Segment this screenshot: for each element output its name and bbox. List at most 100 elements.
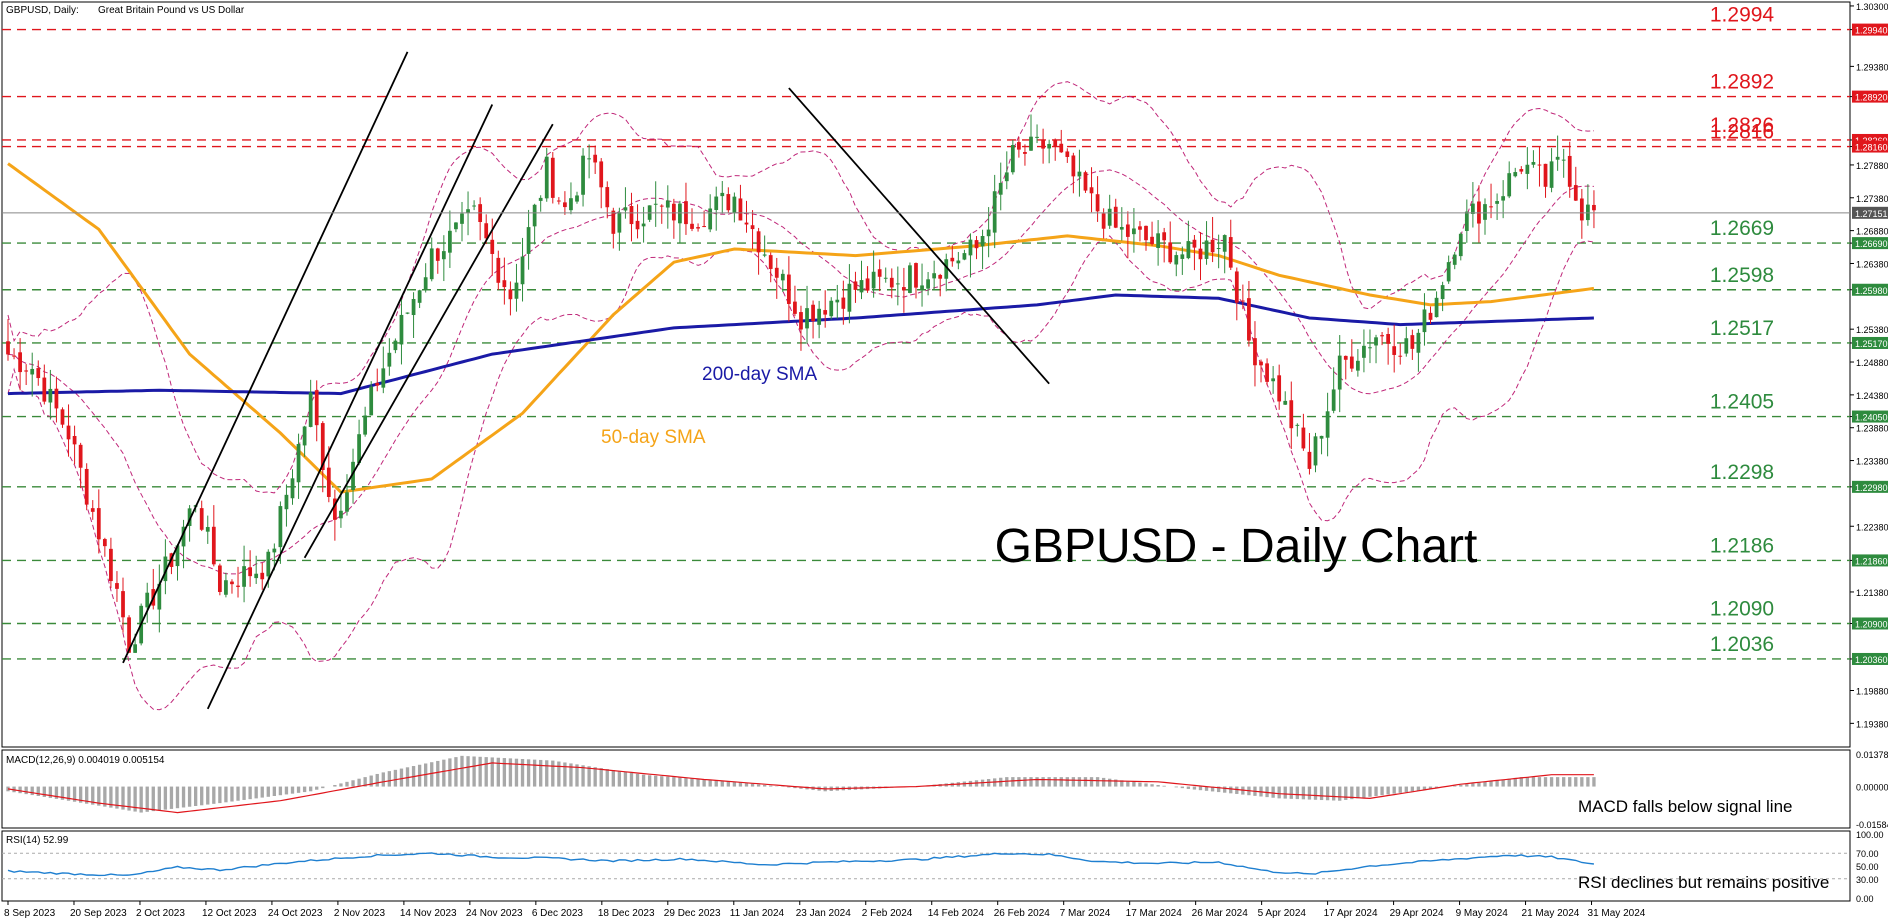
rsi-line	[7, 852, 1594, 877]
time-tick-label: 29 Apr 2024	[1390, 908, 1444, 919]
time-axis: 8 Sep 2023 20 Sep 2023 2 Oct 2023 12 Oct 20…	[4, 901, 1646, 919]
candle-body	[756, 231, 761, 253]
candle-body	[1119, 226, 1124, 230]
candle-body	[1422, 309, 1427, 333]
candle-body	[308, 392, 313, 427]
candle-body	[1331, 389, 1336, 411]
candle-body	[611, 210, 616, 234]
level-label-1.2036: 1.2036	[1710, 633, 1774, 656]
bollinger-middle	[7, 169, 1594, 575]
candle-body	[1204, 240, 1209, 259]
candle-body	[345, 492, 349, 512]
candle-body	[1362, 345, 1366, 358]
price-level-tag	[1852, 410, 1888, 423]
last-price-label: 1.27151	[1855, 209, 1888, 219]
candle-body	[18, 352, 22, 373]
candle-body	[1113, 206, 1118, 228]
symbol-label: GBPUSD, Daily:	[6, 5, 79, 16]
candle-body	[914, 263, 918, 288]
candle-body	[508, 289, 513, 300]
candle-body	[236, 585, 240, 587]
candle-body	[484, 223, 489, 239]
price-tick-label: 1.23880	[1856, 424, 1888, 434]
candle-body	[1398, 355, 1403, 357]
candle-body	[272, 548, 277, 553]
price-level-tag	[1852, 480, 1888, 493]
candle-body	[883, 277, 888, 279]
candle-body	[998, 182, 1003, 195]
price-tick-label: 1.24380	[1856, 391, 1888, 401]
candle-body	[369, 386, 374, 416]
macd-panel: 0.013782 0.000000 -0.015845	[6, 750, 1888, 830]
candle-body	[1174, 255, 1179, 265]
candle-body	[339, 510, 343, 519]
candle-body	[605, 187, 610, 208]
candle-body	[1549, 161, 1554, 188]
macd-panel-border	[1, 749, 1851, 829]
candle-body	[1513, 172, 1518, 177]
time-tick-label: 21 May 2024	[1522, 908, 1580, 919]
last-price-tag	[1852, 206, 1888, 219]
candle-body	[575, 195, 579, 202]
candle-body	[678, 203, 682, 224]
candle-body	[932, 273, 937, 279]
price-tick-label: 1.27380	[1856, 194, 1888, 204]
level-label-1.2892: 1.2892	[1710, 71, 1774, 94]
candle-body	[12, 355, 16, 357]
candle-body	[714, 196, 719, 210]
candle-body	[859, 280, 864, 293]
price-tick-label: 1.30300	[1856, 2, 1888, 12]
candle-body	[351, 461, 355, 490]
candle-body	[284, 494, 289, 510]
candle-body	[1047, 143, 1052, 149]
candle-body	[563, 202, 567, 208]
candle-body	[581, 155, 585, 195]
candle-body	[1107, 208, 1112, 226]
candle-body	[1471, 203, 1475, 214]
candle-body	[865, 278, 870, 291]
candle-body	[1295, 424, 1300, 426]
candle-body	[786, 274, 791, 304]
candle-body	[248, 567, 253, 577]
candle-body	[1464, 211, 1469, 231]
candle-body	[1180, 254, 1185, 259]
candle-body	[260, 572, 265, 580]
candle-body	[314, 390, 319, 426]
time-tick-label: 14 Feb 2024	[928, 908, 985, 919]
time-tick-label: 17 Mar 2024	[1126, 908, 1183, 919]
price-level-tag	[1852, 336, 1888, 349]
candle-body	[871, 271, 876, 289]
price-tick-label: 1.22980	[1855, 483, 1888, 493]
macd-tick-label: 0.013782	[1856, 750, 1888, 760]
candle-body	[230, 581, 234, 585]
level-label-1.2669: 1.2669	[1710, 217, 1774, 240]
level-label-1.2816: 1.2816	[1710, 121, 1774, 144]
candle-body	[1349, 356, 1354, 369]
candle-body	[1132, 228, 1136, 235]
candle-body	[587, 158, 591, 160]
candle-body	[641, 223, 646, 227]
candle-body	[1156, 233, 1160, 249]
candle-body	[1386, 334, 1391, 344]
candle-body	[835, 299, 840, 303]
candle-body	[1404, 338, 1409, 354]
candle-body	[732, 196, 737, 214]
candle-body	[115, 583, 119, 589]
candle-body	[1210, 239, 1215, 253]
candle-body	[1228, 237, 1233, 268]
time-tick-label: 24 Nov 2023	[466, 908, 523, 919]
level-label-1.2826: 1.2826	[1710, 114, 1774, 137]
candle-body	[1216, 248, 1221, 250]
candle-body	[423, 277, 428, 290]
candle-body	[696, 227, 700, 229]
candle-body	[181, 526, 186, 547]
candle-body	[48, 388, 53, 403]
rsi-tick-label: 30.00	[1856, 875, 1879, 885]
candle-body	[1428, 312, 1433, 320]
time-tick-label: 26 Mar 2024	[1192, 908, 1249, 919]
main-panel-border	[1, 1, 1851, 748]
trendline-channel-upper-2	[303, 123, 554, 559]
price-tick-label: 1.25380	[1856, 325, 1888, 335]
candle-body	[1392, 346, 1397, 355]
